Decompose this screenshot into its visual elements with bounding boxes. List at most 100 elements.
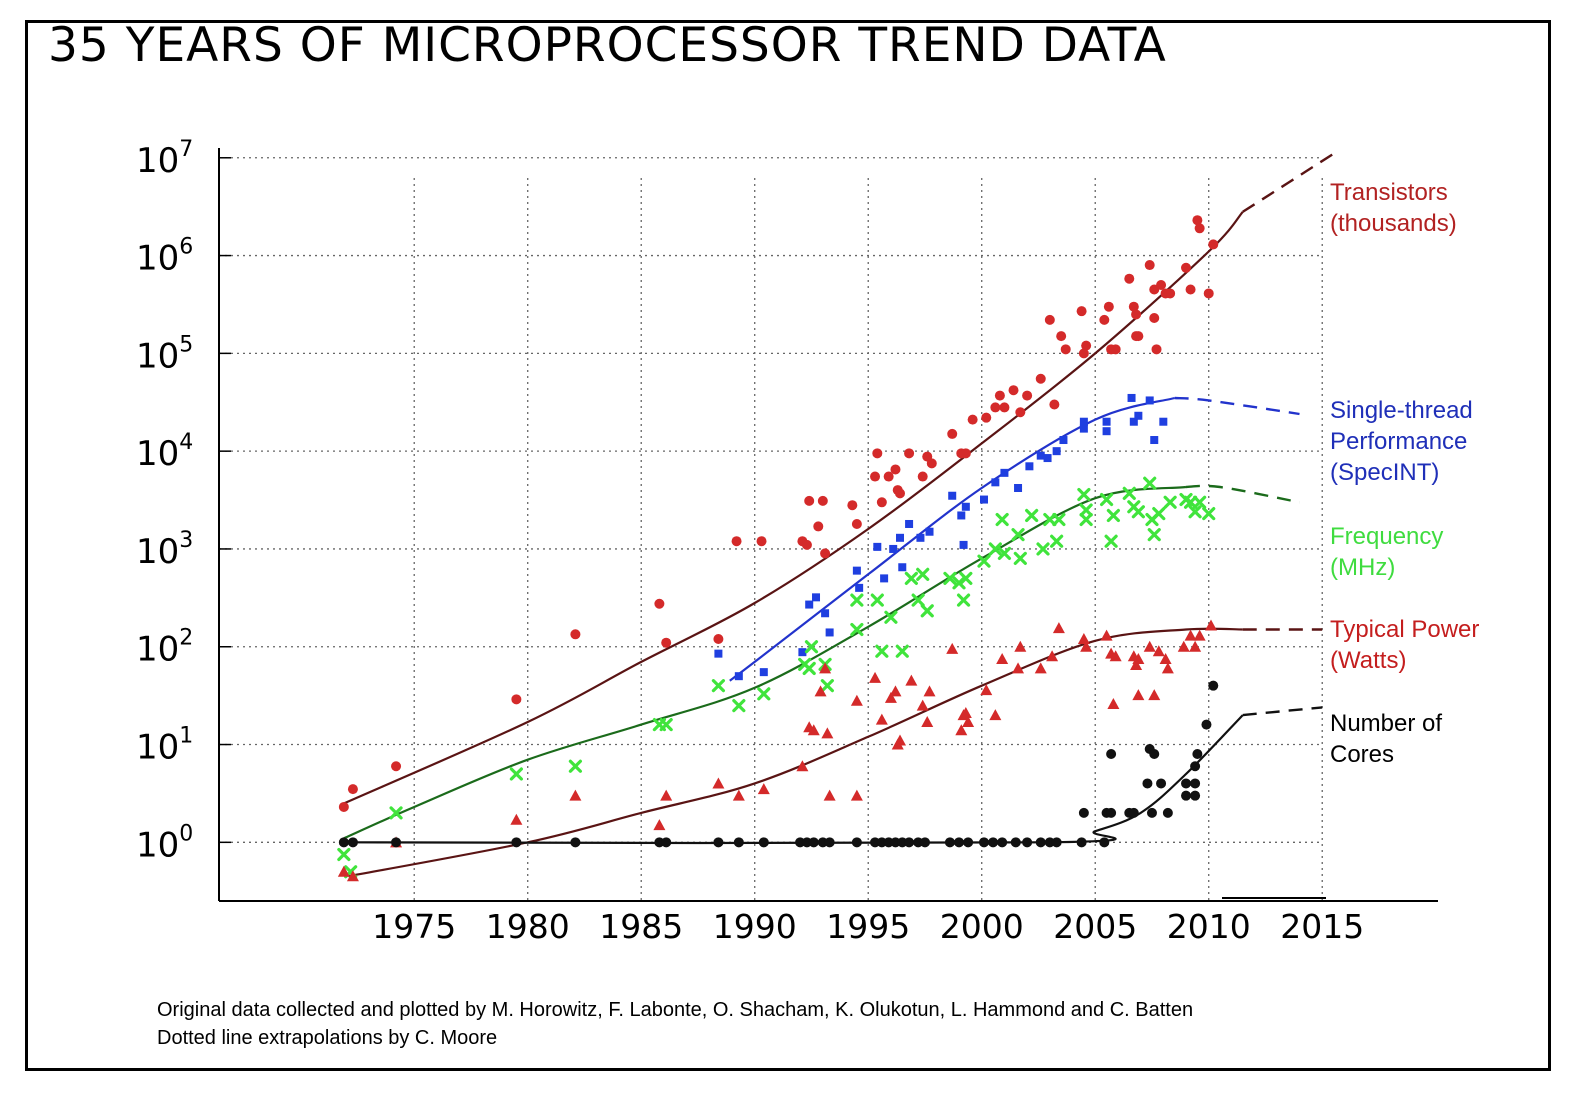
point-frequency-mhz <box>875 644 889 658</box>
point-transistors-thousands <box>391 761 402 772</box>
point-typical-power-watts <box>1161 662 1174 674</box>
point-typical-power-watts <box>819 662 832 674</box>
point-transistors-thousands <box>1081 340 1092 351</box>
point-number-of-cores <box>1181 790 1192 801</box>
point-typical-power-watts <box>1080 640 1093 652</box>
point-frequency-mhz <box>997 546 1012 561</box>
point-typical-power-watts <box>980 684 993 696</box>
point-frequency-mhz <box>804 640 819 654</box>
point-transistors-thousands <box>1144 260 1155 271</box>
legend-label: Performance <box>1330 428 1467 455</box>
point-typical-power-watts <box>1132 689 1145 701</box>
legend-label: Cores <box>1330 741 1394 768</box>
point-frequency-mhz <box>732 699 746 713</box>
x-tick-label: 1980 <box>486 907 570 946</box>
point-typical-power-watts <box>346 870 359 882</box>
point-typical-power-watts <box>757 783 770 795</box>
point-transistors-thousands <box>1056 331 1067 342</box>
point-frequency-mhz <box>988 542 1002 556</box>
point-single-thread-performance-specint <box>948 491 957 500</box>
point-frequency-mhz <box>1131 505 1145 519</box>
point-number-of-cores <box>1146 807 1157 818</box>
point-single-thread-performance-specint <box>1102 427 1111 436</box>
point-transistors-thousands <box>1156 280 1167 291</box>
point-single-thread-performance-specint <box>1059 436 1068 445</box>
point-frequency-mhz <box>1025 508 1039 523</box>
point-transistors-thousands <box>1076 306 1087 317</box>
point-frequency-mhz <box>977 554 991 568</box>
point-typical-power-watts <box>821 727 834 739</box>
point-typical-power-watts <box>1130 659 1143 671</box>
point-number-of-cores <box>713 837 724 848</box>
point-transistors-thousands <box>1151 344 1162 355</box>
point-typical-power-watts <box>905 674 918 686</box>
point-number-of-cores <box>808 837 819 848</box>
point-frequency-mhz <box>1043 512 1057 527</box>
point-typical-power-watts <box>1046 650 1059 662</box>
point-typical-power-watts <box>1132 652 1145 664</box>
point-frequency-mhz <box>850 622 864 637</box>
point-frequency-mhz <box>1147 528 1161 542</box>
point-transistors-thousands <box>1044 314 1055 325</box>
point-number-of-cores <box>919 837 930 848</box>
point-transistors-thousands <box>1194 223 1205 234</box>
point-transistors-thousands <box>851 518 862 529</box>
credits-line-2: Dotted line extrapolations by C. Moore <box>157 1027 498 1049</box>
point-transistors-thousands <box>1022 390 1033 401</box>
point-single-thread-performance-specint <box>798 648 807 657</box>
point-frequency-mhz <box>911 593 925 607</box>
point-number-of-cores <box>1192 749 1203 760</box>
point-single-thread-performance-specint <box>1079 417 1088 426</box>
point-transistors-thousands <box>801 539 812 550</box>
point-typical-power-watts <box>1014 640 1027 652</box>
point-transistors-thousands <box>1181 262 1192 273</box>
point-single-thread-performance-specint <box>880 574 889 583</box>
fit-line-typical-power-watts <box>348 627 1243 878</box>
point-number-of-cores <box>1106 807 1117 818</box>
point-single-thread-performance-specint <box>855 583 864 592</box>
point-typical-power-watts <box>796 760 809 772</box>
point-number-of-cores <box>1201 719 1212 730</box>
point-number-of-cores <box>851 837 862 848</box>
point-transistors-thousands <box>960 448 971 459</box>
point-typical-power-watts <box>1109 650 1122 662</box>
point-single-thread-performance-specint <box>898 563 907 572</box>
point-transistors-thousands <box>338 801 349 812</box>
point-single-thread-performance-specint <box>1052 447 1061 456</box>
axes <box>218 148 1438 902</box>
point-typical-power-watts <box>337 865 350 877</box>
point-single-thread-performance-specint <box>916 533 925 542</box>
point-transistors-thousands <box>347 784 358 795</box>
point-number-of-cores <box>511 837 522 848</box>
point-single-thread-performance-specint <box>991 478 1000 487</box>
legend-label: Single-thread <box>1330 397 1473 424</box>
point-single-thread-performance-specint <box>925 527 934 536</box>
point-number-of-cores <box>1156 778 1167 789</box>
point-number-of-cores <box>733 837 744 848</box>
point-transistors-thousands <box>654 598 665 609</box>
point-number-of-cores <box>1149 749 1160 760</box>
point-number-of-cores <box>997 837 1008 848</box>
grid <box>219 157 1323 901</box>
point-single-thread-performance-specint <box>714 649 723 658</box>
point-single-thread-performance-specint <box>1134 411 1143 420</box>
point-single-thread-performance-specint <box>825 628 834 637</box>
point-frequency-mhz <box>820 679 834 693</box>
point-single-thread-performance-specint <box>957 511 966 520</box>
point-frequency-mhz <box>884 610 898 624</box>
point-typical-power-watts <box>1148 689 1161 701</box>
point-single-thread-performance-specint <box>734 672 743 681</box>
point-frequency-mhz <box>952 576 966 590</box>
point-number-of-cores <box>1035 837 1046 848</box>
point-number-of-cores <box>954 837 965 848</box>
point-typical-power-watts <box>962 715 975 727</box>
point-frequency-mhz <box>850 593 864 607</box>
point-number-of-cores <box>758 837 769 848</box>
credits-line-1: Original data collected and plotted by M… <box>157 999 1194 1021</box>
y-tick-label: 104 <box>136 430 193 474</box>
point-typical-power-watts <box>996 652 1009 664</box>
point-typical-power-watts <box>660 789 673 801</box>
point-frequency-mhz <box>1036 542 1050 556</box>
point-transistors-thousands <box>883 471 894 482</box>
x-tick-label: 2010 <box>1167 907 1251 946</box>
